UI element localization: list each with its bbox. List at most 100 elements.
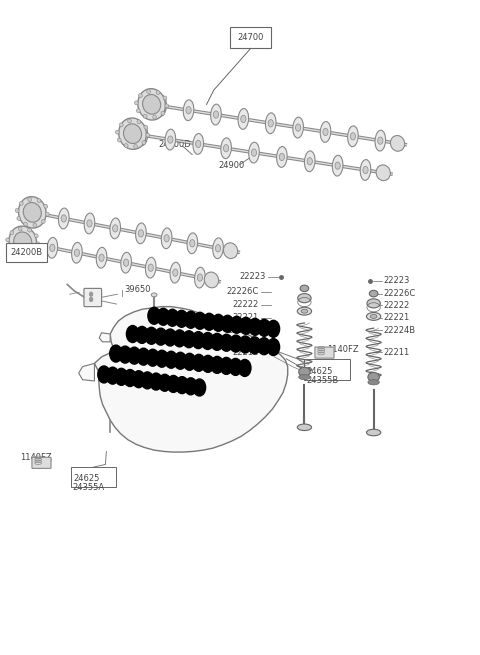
Ellipse shape — [165, 104, 168, 108]
Ellipse shape — [163, 96, 167, 100]
Ellipse shape — [136, 109, 140, 113]
FancyBboxPatch shape — [230, 28, 271, 48]
Circle shape — [128, 347, 141, 364]
Ellipse shape — [138, 88, 166, 120]
Ellipse shape — [145, 257, 156, 278]
Ellipse shape — [6, 238, 10, 242]
Text: 22222: 22222 — [233, 300, 259, 309]
Text: 22212: 22212 — [233, 348, 259, 357]
Ellipse shape — [161, 228, 172, 249]
Circle shape — [183, 331, 195, 348]
Circle shape — [119, 346, 132, 363]
Ellipse shape — [335, 162, 340, 169]
Ellipse shape — [137, 125, 148, 145]
Ellipse shape — [350, 133, 356, 140]
Ellipse shape — [87, 220, 92, 227]
Ellipse shape — [297, 307, 312, 315]
Ellipse shape — [161, 111, 165, 115]
FancyBboxPatch shape — [84, 288, 102, 307]
Circle shape — [145, 328, 157, 345]
Ellipse shape — [366, 312, 381, 320]
Ellipse shape — [137, 120, 141, 124]
Circle shape — [230, 316, 243, 333]
Circle shape — [132, 371, 145, 388]
Ellipse shape — [298, 293, 311, 303]
Ellipse shape — [348, 126, 358, 147]
Circle shape — [212, 314, 225, 331]
Ellipse shape — [33, 203, 43, 224]
Circle shape — [192, 331, 204, 348]
Ellipse shape — [128, 119, 132, 123]
Ellipse shape — [61, 215, 66, 222]
Circle shape — [173, 330, 186, 347]
Ellipse shape — [213, 238, 223, 259]
Ellipse shape — [378, 137, 383, 144]
Ellipse shape — [299, 367, 310, 377]
Ellipse shape — [304, 151, 315, 172]
Text: 24625: 24625 — [73, 474, 99, 483]
Ellipse shape — [170, 262, 180, 283]
Text: 22221: 22221 — [383, 313, 409, 322]
Circle shape — [90, 297, 93, 301]
Ellipse shape — [18, 227, 22, 231]
Ellipse shape — [84, 213, 95, 234]
Ellipse shape — [168, 136, 173, 143]
Circle shape — [176, 377, 188, 394]
Circle shape — [240, 317, 252, 334]
Ellipse shape — [19, 201, 23, 205]
Circle shape — [141, 372, 154, 389]
Ellipse shape — [390, 136, 405, 151]
Ellipse shape — [19, 196, 46, 228]
Ellipse shape — [363, 166, 368, 174]
Circle shape — [211, 356, 223, 373]
Circle shape — [184, 378, 197, 395]
Text: 39650: 39650 — [124, 285, 151, 294]
Circle shape — [249, 337, 261, 354]
FancyBboxPatch shape — [304, 359, 350, 380]
Ellipse shape — [140, 132, 145, 139]
Ellipse shape — [23, 233, 33, 253]
Ellipse shape — [44, 204, 48, 208]
Ellipse shape — [223, 243, 238, 259]
Ellipse shape — [265, 113, 276, 134]
Circle shape — [258, 320, 270, 336]
Ellipse shape — [110, 218, 120, 239]
Ellipse shape — [211, 104, 221, 125]
Text: 24700: 24700 — [238, 33, 264, 43]
Ellipse shape — [195, 140, 201, 147]
Circle shape — [107, 367, 119, 384]
Ellipse shape — [134, 101, 138, 105]
Polygon shape — [79, 364, 95, 381]
Text: 24625: 24625 — [307, 367, 333, 377]
Ellipse shape — [142, 141, 146, 145]
Polygon shape — [95, 307, 288, 452]
Ellipse shape — [164, 234, 169, 242]
Circle shape — [192, 354, 205, 371]
Circle shape — [174, 352, 187, 369]
Ellipse shape — [366, 429, 381, 436]
Circle shape — [221, 315, 234, 332]
Circle shape — [158, 374, 171, 391]
Ellipse shape — [144, 125, 148, 129]
Ellipse shape — [194, 267, 205, 288]
Ellipse shape — [156, 90, 160, 94]
Ellipse shape — [24, 222, 27, 226]
Circle shape — [183, 353, 196, 370]
Ellipse shape — [72, 242, 82, 263]
Ellipse shape — [368, 380, 379, 385]
Ellipse shape — [216, 244, 221, 252]
Circle shape — [229, 335, 242, 352]
Ellipse shape — [146, 133, 150, 137]
Circle shape — [185, 311, 197, 328]
Ellipse shape — [148, 264, 153, 271]
Circle shape — [90, 292, 93, 296]
Ellipse shape — [153, 115, 156, 119]
Circle shape — [193, 379, 205, 396]
Ellipse shape — [190, 240, 195, 247]
Ellipse shape — [186, 107, 191, 114]
Ellipse shape — [121, 252, 132, 273]
Circle shape — [194, 312, 206, 329]
Ellipse shape — [297, 424, 312, 430]
Ellipse shape — [7, 246, 11, 250]
Circle shape — [155, 328, 167, 345]
